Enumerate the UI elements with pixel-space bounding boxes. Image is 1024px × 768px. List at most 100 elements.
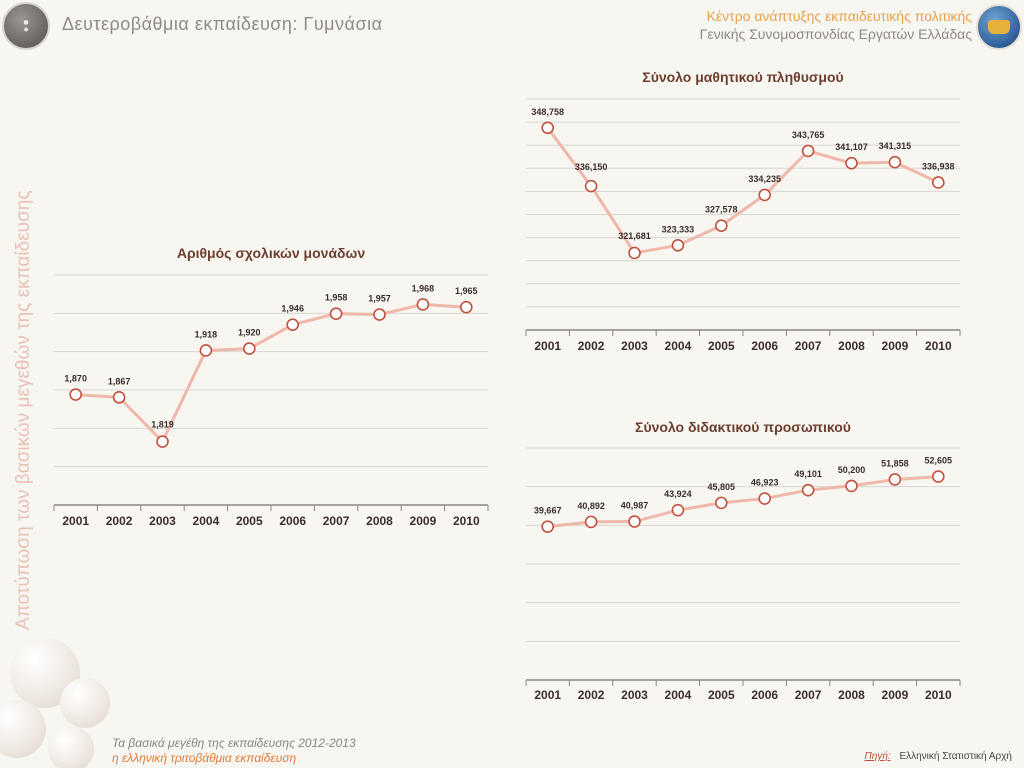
x-tick-label: 2003 [149, 514, 176, 528]
x-tick-label: 2004 [665, 339, 692, 353]
x-tick-label: 2010 [453, 514, 480, 528]
data-label: 1,957 [368, 294, 391, 304]
x-tick-label: 2004 [193, 514, 220, 528]
data-point [156, 435, 169, 448]
data-point [243, 342, 256, 355]
footer: Τα βασικά μεγέθη της εκπαίδευσης 2012-20… [112, 736, 356, 766]
data-label: 348,758 [531, 107, 564, 117]
logo-left-emblem: ● ◆ [23, 19, 29, 33]
data-point [714, 219, 728, 232]
data-label: 1,965 [455, 286, 478, 296]
data-point [801, 144, 815, 158]
x-tick-label: 2006 [279, 514, 306, 528]
data-label: 1,968 [412, 283, 435, 293]
data-point [714, 496, 728, 510]
data-point [801, 483, 815, 497]
source-value: Ελληνική Στατιστική Αρχή [899, 751, 1012, 762]
bubble-decoration [0, 700, 46, 758]
data-label: 336,938 [922, 161, 955, 171]
x-tick-label: 2008 [838, 339, 865, 353]
data-point [459, 300, 473, 314]
data-label: 40,987 [621, 501, 649, 511]
x-tick-label: 2005 [708, 339, 735, 353]
data-label: 327,578 [705, 205, 738, 215]
x-tick-label: 2001 [534, 339, 561, 353]
x-tick-label: 2005 [708, 688, 735, 702]
chart-title-school-units: Αριθμός σχολικών μονάδων [177, 245, 366, 261]
data-label: 336,150 [575, 162, 608, 172]
data-point [329, 307, 343, 320]
chart-title-teaching-staff: Σύνολο διδακτικού προσωπικού [635, 419, 851, 435]
x-tick-label: 2004 [665, 688, 692, 702]
data-label: 45,805 [708, 482, 736, 492]
x-tick-label: 2002 [578, 688, 605, 702]
x-tick-label: 2008 [838, 688, 865, 702]
decorative-bubbles [0, 638, 110, 768]
data-point [628, 246, 641, 260]
data-point [112, 391, 126, 404]
data-label: 323,333 [662, 224, 695, 234]
data-point [69, 388, 82, 401]
x-tick-label: 2010 [925, 688, 952, 702]
x-tick-label: 2007 [795, 339, 822, 353]
data-label: 1,946 [281, 304, 304, 314]
data-label: 1,920 [238, 328, 261, 338]
data-point [931, 470, 945, 483]
x-tick-label: 2010 [925, 339, 952, 353]
organization-name: Κέντρο ανάπτυξης εκπαιδευτικής πολιτικής… [700, 7, 972, 43]
data-point [888, 473, 902, 486]
source-note: Πηγή: Ελληνική Στατιστική Αρχή [865, 751, 1012, 762]
org-line-1: Κέντρο ανάπτυξης εκπαιδευτικής πολιτικής [706, 8, 972, 24]
data-point [584, 515, 598, 529]
x-tick-label: 2002 [106, 514, 133, 528]
data-point [584, 179, 598, 193]
data-label: 341,315 [879, 141, 912, 151]
x-tick-label: 2009 [882, 688, 909, 702]
data-point [758, 492, 772, 505]
data-point [416, 298, 430, 311]
data-label: 1,918 [195, 329, 218, 339]
bubble-decoration [60, 678, 110, 728]
x-tick-label: 2009 [882, 339, 909, 353]
data-point [373, 308, 386, 321]
data-label: 343,765 [792, 130, 825, 140]
data-point [845, 156, 858, 170]
page-title: Δευτεροβάθμια εκπαίδευση: Γυμνάσια [62, 14, 383, 34]
series-line-teaching-staff [547, 475, 939, 529]
x-tick-label: 2001 [62, 514, 89, 528]
data-point [845, 479, 858, 493]
data-label: 49,101 [794, 469, 822, 479]
data-label: 1,819 [151, 420, 174, 430]
source-label: Πηγή: [864, 751, 891, 762]
book-icon [988, 20, 1010, 34]
data-point [888, 155, 902, 169]
data-label: 50,200 [838, 465, 866, 475]
x-tick-label: 2006 [751, 339, 778, 353]
x-tick-label: 2001 [534, 688, 561, 702]
x-tick-label: 2003 [621, 688, 648, 702]
data-point [628, 515, 641, 528]
x-tick-label: 2007 [323, 514, 350, 528]
data-label: 43,924 [664, 489, 692, 499]
series-line-school-units [75, 302, 467, 445]
data-point [931, 176, 945, 189]
bubble-decoration [48, 726, 94, 768]
x-tick-label: 2003 [621, 339, 648, 353]
data-label: 40,892 [577, 501, 605, 511]
footer-line-1: Τα βασικά μεγέθη της εκπαίδευσης 2012-20… [112, 736, 356, 750]
data-label: 51,858 [881, 458, 909, 468]
data-label: 1,958 [325, 293, 348, 303]
series-line-student-population [546, 126, 939, 255]
footer-line-2: η ελληνική τριτοβάθμια εκπαίδευση [112, 751, 297, 765]
data-point [541, 121, 555, 135]
data-label: 334,235 [748, 174, 781, 184]
data-point [286, 318, 300, 331]
data-point [671, 239, 685, 252]
x-tick-label: 2008 [366, 514, 393, 528]
data-point [758, 188, 772, 202]
data-label: 1,870 [64, 374, 87, 384]
data-label: 39,667 [534, 506, 562, 516]
data-point [199, 344, 213, 357]
x-tick-label: 2007 [795, 688, 822, 702]
